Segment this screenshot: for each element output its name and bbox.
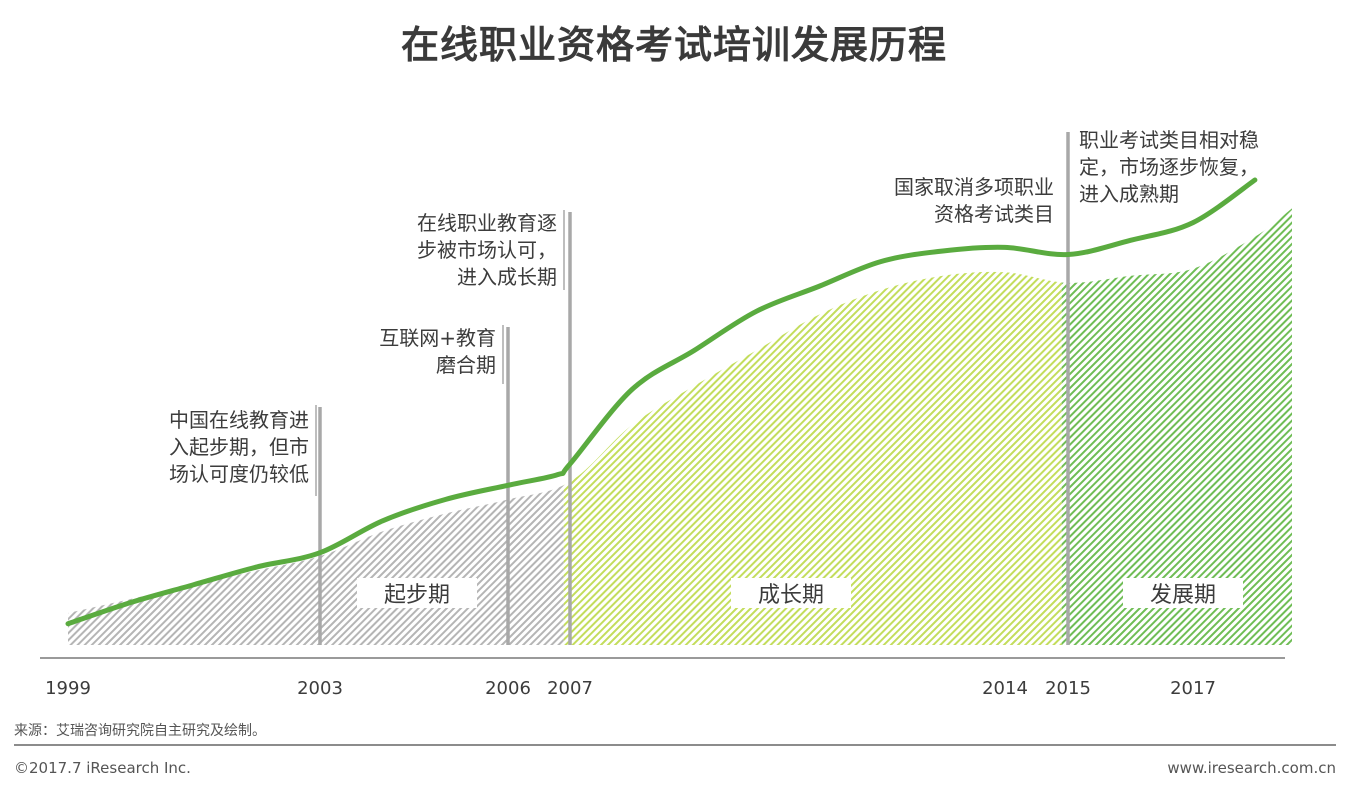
milestone-lines	[318, 132, 1070, 645]
page-title: 在线职业资格考试培训发展历程	[400, 23, 947, 67]
annotation-text: 国家取消多项职业	[894, 175, 1054, 199]
annotation-text: 入起步期，但市	[169, 435, 309, 459]
phase-area-3	[1061, 208, 1292, 645]
copyright: ©2017.7 iResearch Inc.	[14, 759, 191, 777]
annotation-text: 中国在线教育进	[169, 408, 309, 432]
annotation-text: 场认可度仍较低	[169, 462, 309, 486]
x-tick-1999: 1999	[45, 678, 91, 699]
x-tick-2015: 2015	[1045, 678, 1091, 699]
annotation-text: 步被市场认可，	[417, 238, 557, 262]
trend-line	[65, 177, 1258, 627]
annotation-text: 职业考试类目相对稳	[1079, 128, 1259, 152]
phase-labels: 起步期 成长期 发展期	[357, 578, 1243, 608]
x-tick-2017: 2017	[1170, 678, 1216, 699]
source-note: 来源：艾瑞咨询研究院自主研究及绘制。	[14, 723, 266, 739]
phase-label-1: 起步期	[384, 583, 450, 608]
annotation-text: 在线职业教育逐	[417, 211, 557, 235]
phase-area-2	[563, 271, 1062, 645]
x-tick-2007: 2007	[547, 678, 593, 699]
annotation-text: 互联网+教育	[379, 326, 496, 350]
phase-label-bg	[1123, 578, 1243, 608]
annotation-text: 进入成熟期	[1079, 182, 1179, 206]
x-tick-2003: 2003	[297, 678, 343, 699]
website-link[interactable]: www.iresearch.com.cn	[1167, 759, 1336, 777]
x-tick-2006: 2006	[485, 678, 531, 699]
annotation-text: 资格考试类目	[934, 202, 1054, 226]
annotation-text: 进入成长期	[457, 265, 557, 289]
phase-label-bg	[731, 578, 851, 608]
annotation-text: 定，市场逐步恢复，	[1079, 155, 1259, 179]
phase-label-3: 发展期	[1150, 583, 1216, 608]
x-tick-labels: 1999 2003 2006 2007 2014 2015 2017	[45, 678, 1216, 699]
phase-label-2: 成长期	[758, 583, 824, 608]
x-tick-2014: 2014	[982, 678, 1028, 699]
footer-divider	[14, 744, 1336, 746]
trend-line-path	[65, 177, 1258, 627]
annotation-text: 磨合期	[436, 353, 496, 377]
phase-label-bg	[357, 578, 477, 608]
